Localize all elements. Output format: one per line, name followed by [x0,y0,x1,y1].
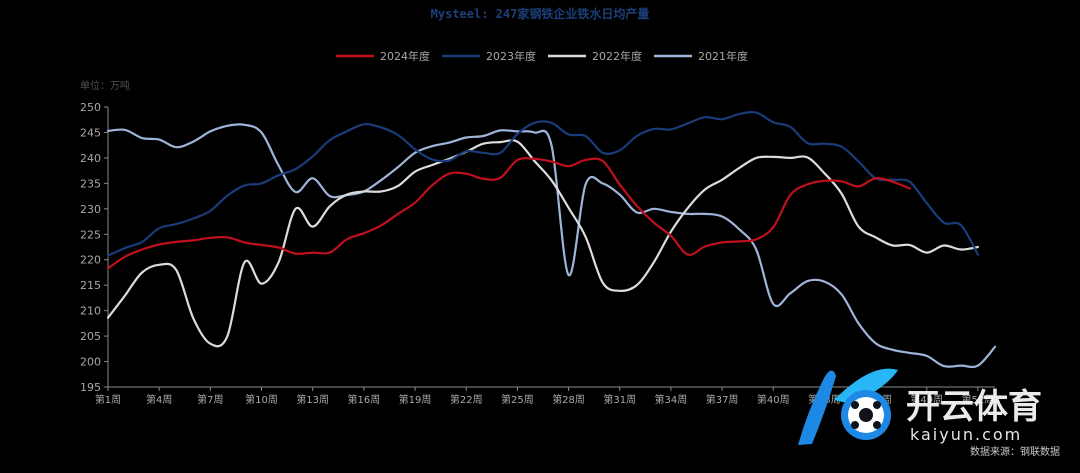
x-tick-label: 第52周 [962,393,995,406]
x-tick-label: 第31周 [603,393,636,406]
x-tick-label: 第1周 [95,393,121,406]
y-tick-label: 210 [80,305,101,318]
series-line-2021 [106,123,997,369]
y-tick-label: 250 [80,101,101,114]
source-label: 数据来源：钢联数据 [970,445,1060,458]
legend-label-2024: 2024年度 [380,49,430,63]
y-tick-label: 235 [80,177,101,190]
y-tick-label: 205 [80,330,101,343]
x-tick-label: 第37周 [706,393,739,406]
x-tick-label: 第4周 [146,393,172,406]
series-line-2024 [106,157,911,270]
chart-title: Mysteel: 247家钢铁企业铁水日均产量 [431,6,650,21]
series-line-2023 [106,110,979,257]
x-tick-label: 第19周 [399,393,432,406]
legend-label-2023: 2023年度 [486,49,536,63]
x-tick-label: 第13周 [296,393,329,406]
y-tick-label: 225 [80,228,101,241]
unit-label: 单位：万吨 [80,79,130,92]
watermark-text-en: kaiyun.com [910,425,1022,444]
x-tick-label: 第10周 [245,393,278,406]
y-tick-label: 245 [80,126,101,139]
x-tick-label: 第34周 [655,393,688,406]
x-tick-label: 第7周 [197,393,223,406]
plot-area: 195 200 205 210 215 220 225 230 235 240 245 250 第1周 第… [80,101,997,406]
y-tick-label: 195 [80,381,101,394]
x-tick-label: 第40周 [757,393,790,406]
legend-label-2022: 2022年度 [592,49,642,63]
watermark-text-cn: 开云体育 [906,387,1042,427]
series-line-2022 [106,139,979,348]
legend: 2024年度 2023年度 2022年度 2021年度 [336,49,748,63]
x-tick-label: 第49周 [910,393,943,406]
y-tick-label: 215 [80,279,101,292]
y-tick-label: 230 [80,203,101,216]
legend-label-2021: 2021年度 [698,49,748,63]
x-tick-label: 第22周 [450,393,483,406]
y-tick-label: 220 [80,254,101,267]
kaiyun-watermark: 开云体育 kaiyun.com [798,368,1042,445]
y-tick-label: 240 [80,152,101,165]
x-tick-label: 第28周 [552,393,585,406]
y-tick-label: 200 [80,356,101,369]
x-tick-label: 第16周 [347,393,380,406]
x-tick-label: 第25周 [501,393,534,406]
kaiyun-logo-icon [798,368,898,445]
